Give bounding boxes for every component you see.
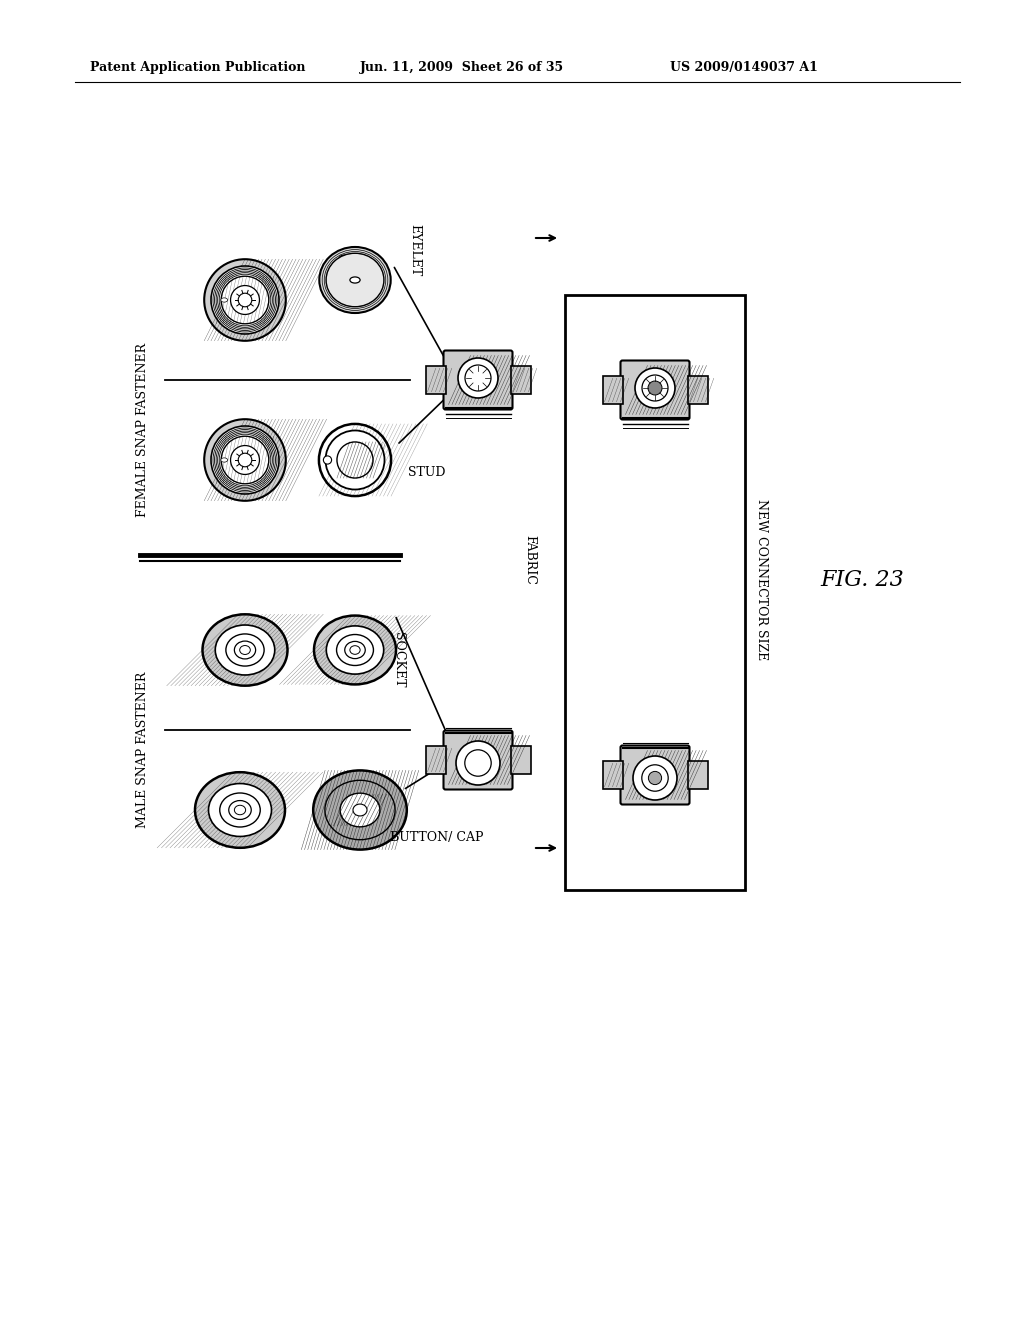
Ellipse shape [221, 298, 227, 302]
Bar [602, 376, 623, 404]
FancyBboxPatch shape [621, 746, 689, 804]
Ellipse shape [353, 804, 367, 816]
Ellipse shape [195, 772, 285, 847]
Circle shape [465, 750, 492, 776]
Circle shape [204, 420, 286, 500]
Ellipse shape [313, 771, 407, 850]
Ellipse shape [215, 624, 274, 675]
Bar [426, 746, 445, 774]
Text: EYELET: EYELET [408, 224, 421, 276]
FancyBboxPatch shape [621, 360, 689, 420]
Ellipse shape [314, 615, 396, 685]
Ellipse shape [337, 635, 374, 665]
Ellipse shape [221, 458, 227, 462]
Circle shape [633, 756, 677, 800]
Bar [687, 376, 708, 404]
Text: Patent Application Publication: Patent Application Publication [90, 62, 305, 74]
Circle shape [337, 442, 373, 478]
Circle shape [648, 381, 662, 395]
Text: SOCKET: SOCKET [392, 632, 406, 688]
Ellipse shape [228, 800, 251, 820]
Ellipse shape [203, 614, 288, 685]
Ellipse shape [220, 793, 260, 828]
Circle shape [642, 375, 668, 401]
Circle shape [221, 436, 268, 484]
Circle shape [635, 368, 675, 408]
Circle shape [456, 741, 500, 785]
Circle shape [204, 259, 286, 341]
Ellipse shape [234, 642, 256, 659]
Circle shape [211, 267, 279, 334]
Bar [602, 762, 623, 789]
Text: US 2009/0149037 A1: US 2009/0149037 A1 [670, 62, 818, 74]
FancyBboxPatch shape [443, 730, 512, 789]
Circle shape [211, 426, 279, 494]
Bar [565, 294, 745, 890]
Circle shape [221, 276, 268, 323]
Ellipse shape [226, 634, 264, 667]
Ellipse shape [340, 793, 380, 826]
Ellipse shape [234, 805, 246, 814]
Ellipse shape [240, 645, 250, 655]
Text: NEW CONNECTOR SIZE: NEW CONNECTOR SIZE [756, 499, 768, 660]
Text: MALE SNAP FASTENER: MALE SNAP FASTENER [135, 672, 148, 828]
Text: Jun. 11, 2009  Sheet 26 of 35: Jun. 11, 2009 Sheet 26 of 35 [360, 62, 564, 74]
Text: STUD: STUD [408, 466, 445, 479]
Bar [511, 746, 530, 774]
Bar [511, 366, 530, 393]
Ellipse shape [339, 255, 349, 261]
Circle shape [230, 446, 259, 474]
Ellipse shape [350, 645, 360, 655]
Text: FIG. 23: FIG. 23 [820, 569, 904, 591]
Circle shape [648, 771, 662, 784]
Ellipse shape [350, 277, 360, 282]
Ellipse shape [209, 784, 271, 837]
Ellipse shape [319, 247, 391, 313]
Ellipse shape [345, 642, 366, 659]
Ellipse shape [326, 253, 384, 306]
Text: BUTTON/ CAP: BUTTON/ CAP [390, 832, 483, 845]
Text: FABRIC: FABRIC [523, 535, 537, 585]
Text: FEMALE SNAP FASTENER: FEMALE SNAP FASTENER [135, 343, 148, 517]
Circle shape [642, 764, 669, 791]
Circle shape [465, 366, 490, 391]
FancyBboxPatch shape [443, 351, 512, 409]
Circle shape [230, 285, 259, 314]
Circle shape [239, 453, 252, 467]
Circle shape [324, 455, 332, 465]
Bar [687, 762, 708, 789]
Circle shape [458, 358, 498, 399]
Circle shape [239, 293, 252, 306]
Circle shape [326, 430, 385, 490]
Circle shape [318, 424, 391, 496]
Bar [426, 366, 445, 393]
Ellipse shape [327, 626, 384, 675]
